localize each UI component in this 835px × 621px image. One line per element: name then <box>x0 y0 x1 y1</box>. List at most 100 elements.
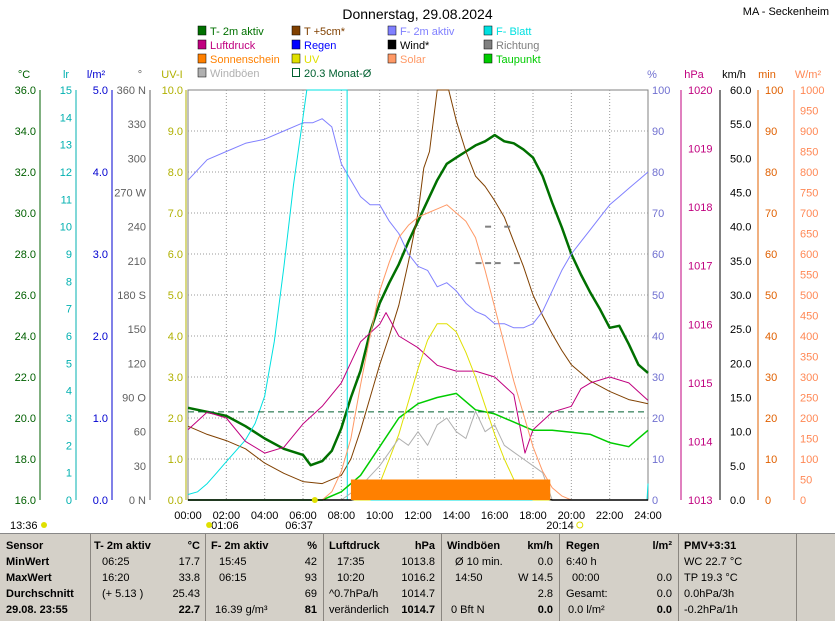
sunset-label: 20:14 <box>546 520 574 532</box>
stats-panel: Sensor MinWert MaxWert Durchschnitt 29.0… <box>0 533 835 621</box>
tick-minutes: 100 <box>765 85 783 97</box>
stats-wind-max-time: 14:50 <box>455 572 483 584</box>
tick-time: 02:00 <box>213 510 241 522</box>
tick-time: 00:00 <box>174 510 202 522</box>
tick-wind: 35.0 <box>730 256 751 268</box>
legend-item: UV <box>291 53 320 66</box>
stats-press-min-time: 17:35 <box>337 556 365 568</box>
stats-wind-unit: km/h <box>527 540 553 552</box>
tick-humidity: 50 <box>652 290 664 302</box>
tick-solar: 1000 <box>800 85 824 97</box>
legend-swatch <box>483 39 493 50</box>
stats-wind-max: W 14.5 <box>518 572 553 584</box>
tick-leaf: 14 <box>60 112 72 124</box>
legend-item: F- Blatt <box>483 25 531 38</box>
moonrise-icon <box>41 522 47 528</box>
tick-leaf: 11 <box>61 194 72 206</box>
weather-chart: T- 2m aktiv T +5cm* F- 2m aktiv F- Blatt Luf… <box>10 25 825 532</box>
stats-wind: Windböen km/h Ø 10 min. 0.0 14:50 W 14.5 2.… <box>447 534 555 621</box>
tick-solar: 850 <box>800 147 818 159</box>
series-layer <box>187 89 649 501</box>
tick-solar: 650 <box>800 229 818 241</box>
stats-rain-head: Regen <box>566 540 600 552</box>
legend-label: Richtung <box>496 40 539 52</box>
legend-item: Sonnenschein <box>197 53 280 66</box>
tick-solar: 550 <box>800 270 818 282</box>
stats-press-max-time: 10:20 <box>337 572 365 584</box>
tick-uv: 5.0 <box>168 290 183 302</box>
tick-wind: 15.0 <box>730 393 751 405</box>
legend-swatch <box>197 25 207 36</box>
tick-temperature: 20.0 <box>15 413 36 425</box>
tick-minutes: 40 <box>765 331 777 343</box>
tick-pressure: 1013 <box>688 495 712 507</box>
legend-label: Windböen <box>210 68 260 80</box>
tick-time: 20:00 <box>558 510 586 522</box>
tick-direction: 150 <box>128 324 146 336</box>
legend: T- 2m aktiv T +5cm* F- 2m aktiv F- Blatt Luf… <box>197 25 541 80</box>
legend-label: 20.3 Monat-Ø <box>304 68 372 80</box>
tick-leaf: 5 <box>66 358 72 370</box>
stats-hum-max: 93 <box>304 572 317 584</box>
stats-press-trend-3h: 0.0hPa/3h <box>684 588 735 600</box>
legend-item: Luftdruck <box>197 39 256 52</box>
tick-solar: 200 <box>800 413 818 425</box>
tick-solar: 450 <box>800 311 818 323</box>
stats-wind-avg10: 0.0 <box>537 556 553 568</box>
legend-label: Sonnenschein <box>210 54 280 66</box>
stats-press-forecast: veränderlich <box>329 604 389 616</box>
tick-wind: 50.0 <box>730 153 751 165</box>
tick-minutes: 50 <box>765 290 777 302</box>
tick-pressure: 1016 <box>688 319 712 331</box>
sunrise-label: 06:37 <box>285 520 313 532</box>
stats-pressure: Luftdruck hPa 17:35 1013.8 10:20 1016.2 ^0.… <box>329 534 437 621</box>
tick-leaf: 6 <box>66 331 72 343</box>
tick-wind: 5.0 <box>730 461 745 473</box>
tick-pressure: 1017 <box>688 261 712 273</box>
tick-direction: 300 <box>128 153 146 165</box>
tick-rain: 4.0 <box>93 167 108 179</box>
axis-unit-left: l/m² <box>87 69 106 81</box>
stats-avg-label: Durchschnitt <box>6 588 74 600</box>
tick-solar: 350 <box>800 352 818 364</box>
tick-direction: 210 <box>128 256 146 268</box>
stats-temp-trend: (+ 5.13 ) <box>102 588 144 600</box>
tick-solar: 400 <box>800 331 818 343</box>
tick-direction: 30 <box>134 461 146 473</box>
stats-temp-max: 33.8 <box>178 572 200 584</box>
series-t-2m-aktiv <box>187 133 649 467</box>
tick-uv: 6.0 <box>168 249 183 261</box>
tick-direction: 360 N <box>117 85 146 97</box>
stats-abs-humidity: 16.39 g/m³ <box>215 604 268 616</box>
tick-humidity: 100 <box>652 85 670 97</box>
stats-sensor-label: Sensor <box>6 540 44 552</box>
stats-windchill: WC 22.7 °C <box>684 556 743 568</box>
stats-humidity: F- 2m aktiv% 15:45 42 06:15 93 69 16.39 g/… <box>211 534 319 621</box>
stats-temp-unit: °C <box>187 540 200 552</box>
tick-pressure: 1019 <box>688 144 712 156</box>
tick-leaf: 1 <box>66 468 72 480</box>
tick-humidity: 60 <box>652 249 664 261</box>
tick-time: 12:00 <box>404 510 432 522</box>
tick-leaf: 4 <box>66 386 72 398</box>
axis-labels: 36.034.032.030.028.026.024.022.020.018.0… <box>15 69 825 522</box>
tick-direction: 270 W <box>114 188 146 200</box>
axis-unit-left: UV-I <box>161 69 182 81</box>
stats-rain-max: 0.0 <box>656 572 672 584</box>
tick-uv: 0.0 <box>168 495 183 507</box>
tick-uv: 7.0 <box>168 208 183 220</box>
tick-leaf: 0 <box>66 495 72 507</box>
sunset-icon <box>576 521 584 529</box>
axis-unit-left: °C <box>18 69 30 81</box>
stats-rain-rate: 0.0 l/m² <box>568 604 605 616</box>
tick-solar: 700 <box>800 208 818 220</box>
tick-time: 08:00 <box>328 510 356 522</box>
tick-rain: 0.0 <box>93 495 108 507</box>
legend-swatch <box>483 25 493 36</box>
tick-wind: 0.0 <box>730 495 745 507</box>
legend-item: T- 2m aktiv <box>197 25 264 38</box>
stats-wind-avg-label: Ø 10 min. <box>455 556 503 568</box>
tick-minutes: 80 <box>765 167 777 179</box>
tick-humidity: 40 <box>652 331 664 343</box>
stats-temp-min-time: 06:25 <box>102 556 130 568</box>
